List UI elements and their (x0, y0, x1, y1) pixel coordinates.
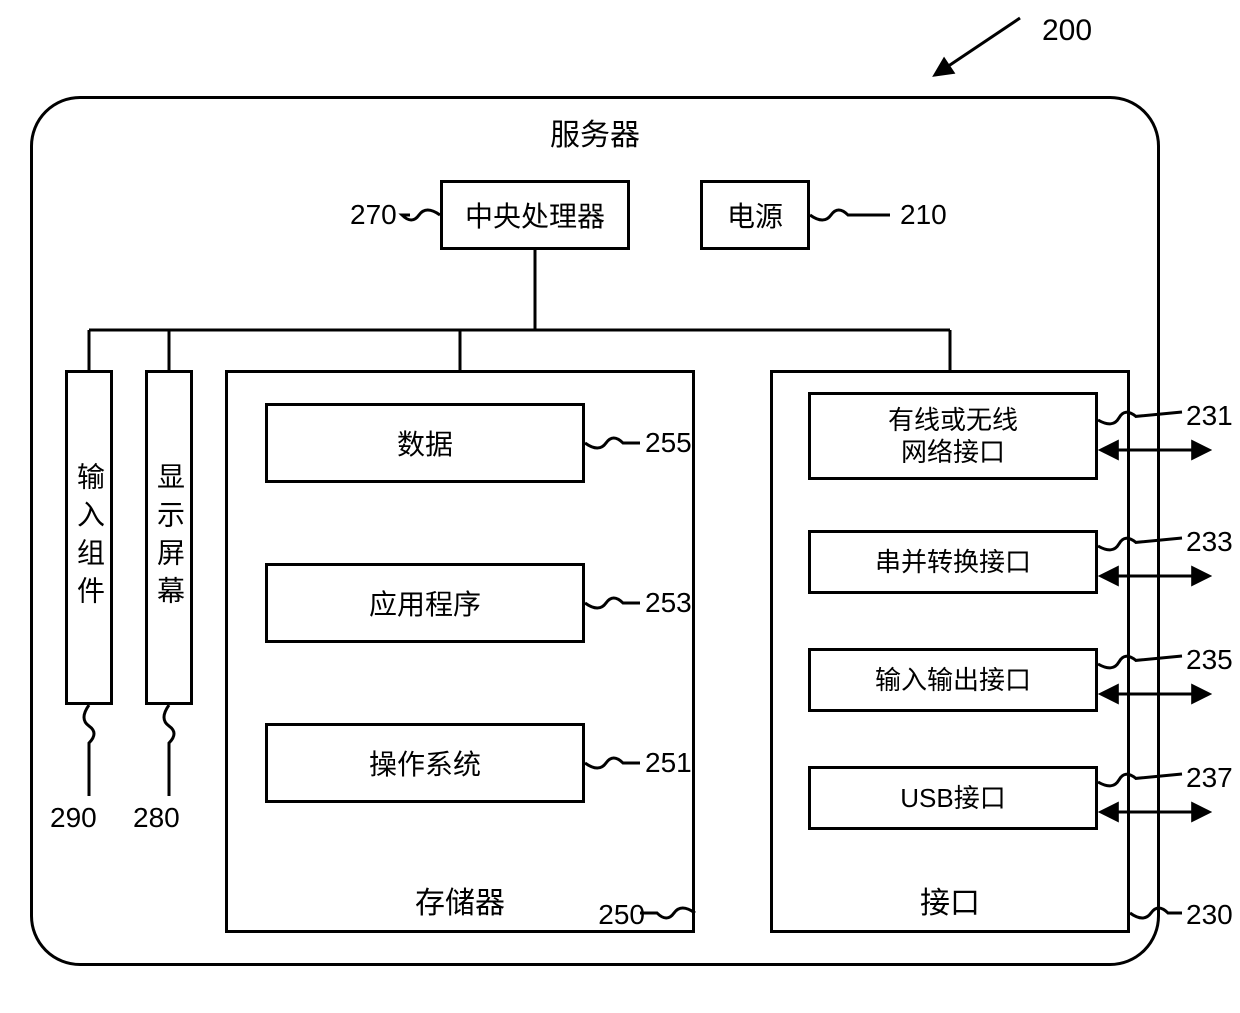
ref-237: 237 (1186, 762, 1233, 794)
ref-290: 290 (50, 802, 97, 834)
power-box: 电源 (700, 180, 810, 250)
ref-250: 250 (598, 899, 645, 931)
iface-item-1-label: 串并转换接口 (875, 546, 1031, 579)
ref-253: 253 (645, 587, 692, 619)
iface-item-3: USB接口 (808, 766, 1098, 830)
iface-item-2: 输入输出接口 (808, 648, 1098, 712)
cpu-box: 中央处理器 (440, 180, 630, 250)
memory-item-1: 应用程序 (265, 563, 585, 643)
memory-title: 存储器 (415, 878, 505, 922)
ref-270: 270 (350, 199, 397, 231)
ref-251: 251 (645, 747, 692, 779)
iface-item-0: 有线或无线网络接口 (808, 392, 1098, 480)
ref-235: 235 (1186, 644, 1233, 676)
memory-item-2: 操作系统 (265, 723, 585, 803)
display-screen: 显示屏幕 (145, 370, 193, 705)
display-screen-label: 显示屏幕 (149, 462, 189, 614)
ref-231: 231 (1186, 400, 1233, 432)
server-title: 服务器 (550, 110, 640, 154)
figure-ref: 200 (1042, 14, 1092, 48)
ref-255: 255 (645, 427, 692, 459)
input-component-label: 输入组件 (69, 462, 109, 614)
iface-item-0-label: 有线或无线网络接口 (888, 404, 1018, 469)
power-label: 电源 (727, 195, 783, 235)
ref-233: 233 (1186, 526, 1233, 558)
interface-title: 接口 (920, 878, 980, 922)
ref-230: 230 (1186, 899, 1233, 931)
cpu-label: 中央处理器 (465, 195, 605, 235)
iface-item-1: 串并转换接口 (808, 530, 1098, 594)
input-component: 输入组件 (65, 370, 113, 705)
memory-item-2-label: 操作系统 (369, 743, 481, 783)
memory-item-0: 数据 (265, 403, 585, 483)
memory-item-0-label: 数据 (397, 423, 453, 463)
iface-item-3-label: USB接口 (900, 782, 1005, 815)
memory-item-1-label: 应用程序 (369, 583, 481, 623)
ref-210: 210 (900, 199, 947, 231)
ref-280: 280 (133, 802, 180, 834)
iface-item-2-label: 输入输出接口 (875, 664, 1031, 697)
